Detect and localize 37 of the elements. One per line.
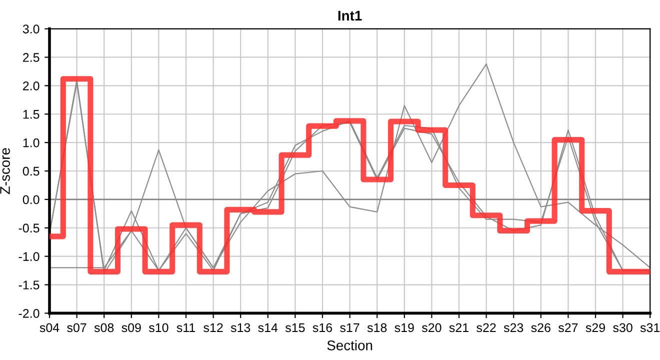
x-tick-label: s26	[531, 323, 550, 332]
chart-title: Int1	[338, 10, 362, 21]
x-tick-label: s11	[176, 323, 196, 332]
x-tick-label: s31	[640, 323, 660, 332]
x-tick-label: s29	[586, 323, 605, 332]
y-tick-label: 2.0	[23, 81, 40, 90]
x-tick-label: s08	[94, 323, 114, 332]
x-tick-label: s16	[312, 323, 332, 332]
x-tick-label: s09	[122, 323, 141, 332]
x-tick-label: s18	[367, 323, 387, 332]
y-tick-label: -1.5	[18, 280, 40, 290]
y-tick-label: -1.0	[18, 252, 40, 261]
y-tick-label: 3.0	[22, 24, 40, 34]
x-tick-label: s10	[148, 323, 168, 332]
y-tick-label: -2.0	[18, 309, 40, 318]
x-tick-label: s22	[476, 323, 496, 332]
x-tick-label: s30	[613, 323, 632, 332]
x-tick-label: s12	[204, 323, 223, 332]
y-tick-label: 0.5	[22, 166, 40, 176]
x-tick-label: s23	[504, 323, 524, 332]
y-tick-label: 0.0	[22, 195, 40, 204]
x-tick-label: s21	[449, 323, 468, 332]
y-tick-label: 1.0	[23, 138, 40, 148]
y-tick-label: 2.5	[23, 53, 40, 62]
x-tick-label: s04	[40, 323, 60, 332]
x-tick-label: s19	[394, 323, 414, 332]
x-tick-label: s27	[558, 323, 578, 332]
x-axis-title: Section	[327, 340, 372, 350]
x-tick-label: s07	[67, 323, 86, 332]
x-tick-label: s13	[230, 323, 250, 332]
y-tick-label: 1.5	[23, 110, 40, 119]
x-tick-label: s14	[258, 323, 278, 332]
x-tick-label: s17	[340, 323, 360, 332]
y-axis-title: Z-score	[0, 148, 10, 194]
y-tick-label: -0.5	[18, 224, 40, 233]
x-tick-label: s15	[285, 323, 305, 332]
x-tick-label: s20	[422, 323, 442, 332]
